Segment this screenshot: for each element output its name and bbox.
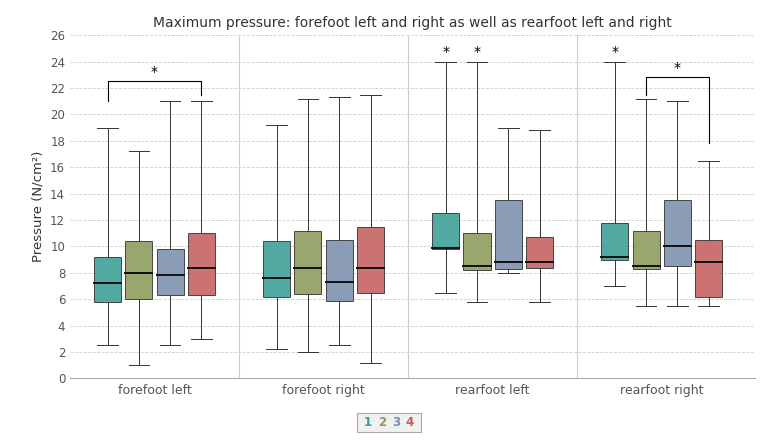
Bar: [94, 257, 121, 302]
Y-axis label: Pressure (N/cm²): Pressure (N/cm²): [32, 151, 44, 263]
Bar: [156, 249, 184, 295]
Text: 3: 3: [392, 416, 400, 429]
Bar: [664, 200, 691, 266]
Bar: [294, 231, 321, 294]
Bar: [695, 240, 722, 297]
Bar: [326, 240, 352, 301]
Bar: [633, 231, 660, 269]
Text: 1: 1: [364, 416, 372, 429]
Bar: [433, 213, 459, 249]
Text: *: *: [442, 45, 449, 59]
Text: *: *: [474, 45, 481, 59]
Text: 4: 4: [406, 416, 414, 429]
Bar: [125, 241, 152, 299]
Bar: [601, 223, 629, 260]
Text: *: *: [612, 45, 619, 59]
Text: *: *: [151, 66, 158, 79]
Bar: [357, 227, 384, 293]
Bar: [526, 237, 553, 268]
Text: 2: 2: [378, 416, 386, 429]
Bar: [263, 241, 290, 297]
Title: Maximum pressure: forefoot left and right as well as rearfoot left and right: Maximum pressure: forefoot left and righ…: [153, 16, 671, 30]
Bar: [495, 200, 522, 269]
Bar: [464, 233, 490, 270]
Text: *: *: [674, 62, 681, 75]
Bar: [188, 233, 215, 295]
